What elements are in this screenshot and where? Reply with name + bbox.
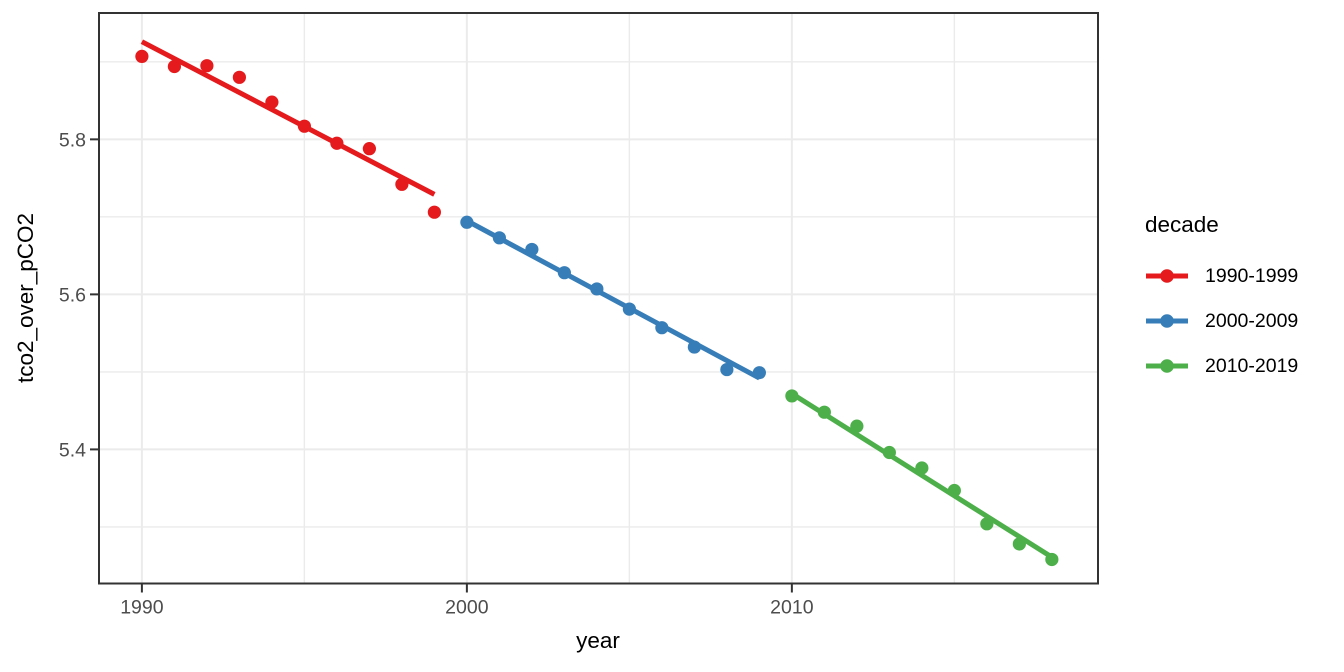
y-tick-label-5.4: 5.4 (59, 439, 86, 461)
legend-entry: 2010-2019 (1145, 354, 1299, 377)
y-tick-label-5.8: 5.8 (59, 129, 86, 151)
trend-line-2010-2019 (790, 391, 1054, 560)
y-axis-title: tco2_over_pCO2 (13, 212, 38, 384)
trend-line-1990-1999 (140, 39, 436, 197)
legend-entry-label: 2010-2019 (1205, 354, 1299, 377)
data-point-1990-1999-1993 (232, 70, 246, 84)
panel-border (98, 12, 1099, 585)
data-point-1990-1999-1997 (362, 142, 376, 156)
legend-entry: 2000-2009 (1145, 309, 1299, 332)
legend-entry-label: 2000-2009 (1205, 309, 1299, 332)
x-tick-label-2010: 2010 (770, 597, 814, 619)
x-axis-title: year (576, 628, 620, 653)
data-point-2010-2019-2012 (850, 419, 864, 433)
data-point-2000-2009-2008 (720, 362, 734, 377)
legend-entry-label: 1990-1999 (1205, 264, 1299, 287)
trend-line-2000-2009 (465, 218, 761, 381)
data-point-1990-1999-1999 (427, 205, 441, 219)
legend-key-line-dot-icon (1146, 359, 1188, 373)
legend-key-line-dot-icon (1146, 269, 1188, 283)
y-tick-label-5.6: 5.6 (59, 284, 86, 306)
legend-entry: 1990-1999 (1145, 264, 1299, 287)
x-tick-label-2000: 2000 (445, 597, 489, 619)
data-point-1990-1999-1990 (135, 49, 149, 64)
x-tick-label-1990: 1990 (120, 597, 164, 619)
legend: decade 1990-1999 2000-2009 2010-2019 (1145, 211, 1298, 401)
legend-key-line-dot-icon (1146, 314, 1188, 328)
data-point-1990-1999-1992 (200, 59, 214, 73)
legend-title: decade (1145, 212, 1219, 237)
